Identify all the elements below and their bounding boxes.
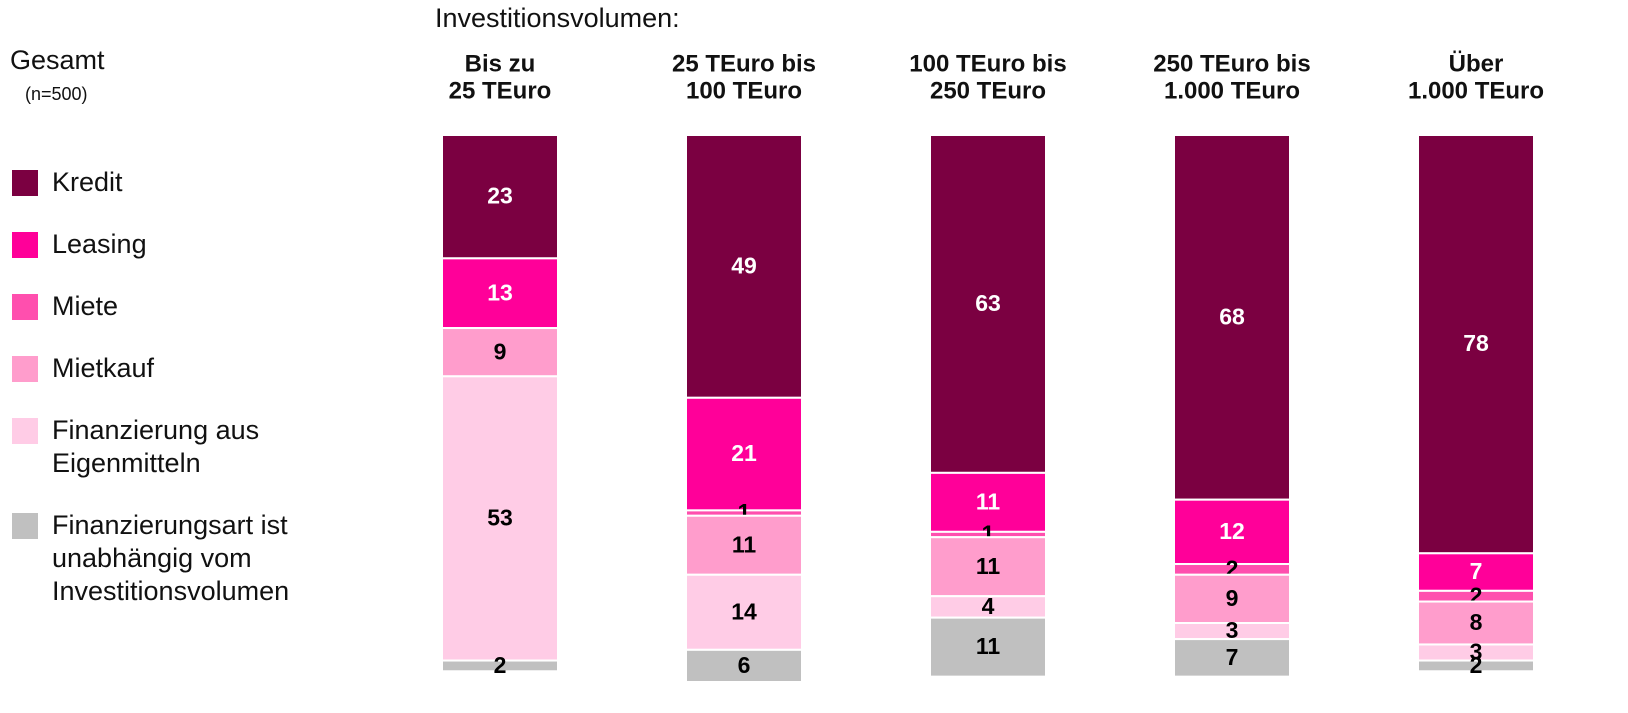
bar-segment (1173, 573, 1291, 625)
legend-label: Finanzierungsart ist unabhängig vom Inve… (52, 510, 290, 606)
category-label: 25 TEuro bis (672, 50, 816, 77)
value-label: 68 (1219, 303, 1245, 329)
value-label: 3 (1226, 617, 1239, 643)
legend-label: Miete (52, 291, 119, 321)
legend: Kredit Leasing Miete Mietkauf Finanzierung a… (12, 166, 342, 637)
category-label: 25 TEuro (449, 77, 552, 104)
value-label: 2 (494, 652, 507, 678)
legend-swatch (12, 170, 38, 196)
subtitle: Gesamt (10, 45, 105, 75)
bar-segment (1417, 600, 1535, 646)
value-label: 4 (982, 593, 995, 619)
value-label: 13 (487, 279, 513, 305)
value-label: 12 (1219, 518, 1245, 544)
bar-segment (929, 616, 1047, 678)
value-label: 7 (1470, 558, 1483, 584)
value-label: 53 (487, 505, 513, 531)
sample-note: (n=500) (25, 84, 88, 104)
legend-item: Leasing (12, 228, 342, 261)
value-label: 8 (1470, 609, 1483, 635)
category-label: 1.000 TEuro (1408, 77, 1544, 104)
value-label: 6 (738, 652, 751, 678)
bar-segment (441, 659, 559, 673)
legend-label: Leasing (52, 229, 147, 259)
bar-segment (929, 134, 1047, 474)
category-label: 250 TEuro bis (1153, 50, 1310, 77)
bar-segment (441, 257, 559, 330)
category-label: 100 TEuro bis (909, 50, 1066, 77)
bar-segment (1417, 552, 1535, 592)
legend-item: Finanzierungsart ist unabhängig vom Inve… (12, 509, 342, 608)
value-label: 21 (731, 440, 757, 466)
value-label: 3 (1470, 639, 1483, 665)
bar-segment (1417, 659, 1535, 673)
value-label: 11 (976, 633, 1001, 659)
bar-segment (441, 134, 559, 260)
bar-segment (1173, 498, 1291, 566)
bar-segment (685, 573, 803, 651)
category-label: 1.000 TEuro (1164, 77, 1300, 104)
value-label: 11 (976, 488, 1001, 514)
legend-item: Finanzierung aus Eigenmitteln (12, 414, 342, 480)
value-label: 11 (976, 553, 1001, 579)
legend-item: Kredit (12, 166, 342, 199)
bar-segment (929, 536, 1047, 598)
category-label: 100 TEuro (686, 77, 802, 104)
bar-segment (685, 396, 803, 512)
legend-swatch (12, 356, 38, 382)
bar-segment (1417, 134, 1535, 555)
bar-segment (685, 134, 803, 399)
legend-label: Finanzierung aus Eigenmitteln (52, 415, 260, 478)
chart-title: Investitionsvolumen: (435, 3, 680, 33)
legend-swatch (12, 513, 38, 539)
category-label: 250 TEuro (930, 77, 1046, 104)
value-label: 2 (1470, 652, 1483, 678)
legend-item: Miete (12, 290, 342, 323)
category-label: Bis zu (465, 50, 536, 77)
bar-segment (1173, 134, 1291, 501)
value-label: 11 (732, 531, 757, 557)
legend-label: Mietkauf (52, 353, 155, 383)
value-label: 23 (487, 183, 513, 209)
bar-segment (1173, 638, 1291, 678)
value-label: 63 (975, 290, 1001, 316)
legend-swatch (12, 418, 38, 444)
legend-label: Kredit (52, 167, 123, 197)
bar-segment (441, 375, 559, 662)
category-label: Über (1449, 50, 1504, 77)
legend-swatch (12, 294, 38, 320)
value-label: 49 (731, 252, 757, 278)
value-label: 9 (1226, 585, 1239, 611)
value-label: 78 (1463, 330, 1489, 356)
bar-segment (929, 471, 1047, 533)
bar-segment (685, 514, 803, 576)
value-label: 7 (1226, 644, 1239, 670)
legend-swatch (12, 232, 38, 258)
bar-segment (441, 327, 559, 378)
value-label: 14 (731, 598, 757, 624)
legend-item: Mietkauf (12, 352, 342, 385)
bar-segment (685, 648, 803, 684)
value-label: 9 (494, 338, 507, 364)
